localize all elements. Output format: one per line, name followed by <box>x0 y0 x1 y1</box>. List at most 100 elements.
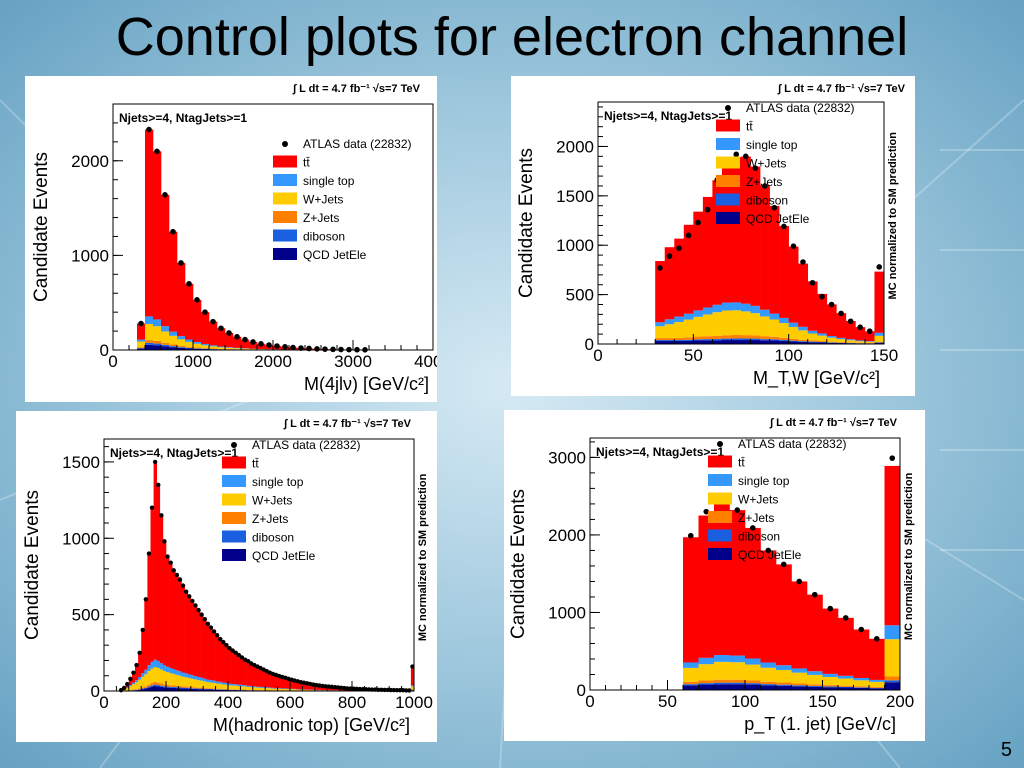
bar-tt- <box>826 304 837 336</box>
chart-panel-mhadtop: 0 200 400 600 800 1000 0 500 1000 1500 Candidate E… <box>16 411 437 742</box>
legend-swatch <box>708 511 732 523</box>
bar-z-jets <box>788 338 799 341</box>
bar-tt- <box>135 665 139 681</box>
bar-single-top <box>159 663 164 670</box>
bar-single-top <box>125 687 130 689</box>
legend-entry: ATLAS data (22832) <box>303 137 412 151</box>
bar-diboson <box>750 338 761 341</box>
bar-qcd-jetele <box>193 348 202 350</box>
bar-w-jets <box>308 689 312 691</box>
bar-tt- <box>225 332 234 348</box>
bar-single-top <box>169 667 173 674</box>
bar-single-top <box>215 681 219 684</box>
data-point <box>357 686 362 692</box>
bar-qcd-jetele <box>184 688 188 691</box>
data-point <box>866 328 873 334</box>
y-axis-label: Candidate Events <box>22 490 43 640</box>
bar-single-top <box>231 683 235 686</box>
data-point <box>889 455 896 461</box>
data-point <box>676 245 682 251</box>
bar-qcd-jetele <box>153 345 162 350</box>
data-point <box>196 607 201 613</box>
chart-m4jlnu: 0 1000 2000 3000 4000 0 1000 2000 Candidate Even… <box>31 83 437 394</box>
x-tick-label: 0 <box>108 352 117 371</box>
data-point <box>210 318 216 325</box>
legend-swatch <box>222 512 246 524</box>
bar-qcd-jetele <box>172 687 176 691</box>
bar-tt- <box>243 659 247 686</box>
bar-diboson <box>721 338 732 341</box>
bar-z-jets <box>760 681 777 685</box>
bar-z-jets <box>798 339 809 342</box>
bar-single-top <box>807 671 823 675</box>
bar-single-top <box>141 673 145 677</box>
data-points <box>687 455 896 642</box>
bar-single-top <box>798 326 809 331</box>
bar-qcd-jetele <box>853 687 870 690</box>
bar-tt- <box>874 271 885 333</box>
bar-single-top <box>280 688 285 690</box>
bar-tt- <box>224 645 229 683</box>
lumi-label: ∫ L dt = 4.7 fb⁻¹ √s=7 TeV <box>777 83 906 95</box>
bar-w-jets <box>698 664 715 681</box>
bar-w-jets <box>185 341 194 347</box>
bar-single-top <box>224 682 229 685</box>
bar-tt- <box>147 553 151 666</box>
bar-single-top <box>243 685 247 687</box>
bar-single-top <box>791 668 808 673</box>
legend-entry: diboson <box>252 531 294 545</box>
bar-qcd-jetele <box>741 340 751 344</box>
bar-z-jets <box>203 687 207 689</box>
page-number: 5 <box>1000 739 1012 761</box>
bar-single-top <box>228 683 232 686</box>
bar-qcd-jetele <box>206 689 210 691</box>
bar-qcd-jetele <box>166 687 170 691</box>
bar-single-top <box>693 310 704 317</box>
bar-single-top <box>884 625 901 640</box>
bar-diboson <box>175 687 179 689</box>
bar-diboson <box>193 688 198 690</box>
bar-tt- <box>175 574 179 671</box>
bar-z-jets <box>150 683 154 686</box>
bar-w-jets <box>807 674 823 685</box>
x-axis-label: p_T (1. jet) [GeV/c] <box>744 714 896 735</box>
bar-single-top <box>741 303 751 312</box>
legend-entry: W+Jets <box>746 157 786 171</box>
bar-qcd-jetele <box>178 688 182 691</box>
data-points <box>118 459 415 693</box>
bar-diboson <box>190 688 195 689</box>
bar-z-jets <box>826 341 837 343</box>
bar-z-jets <box>655 338 666 341</box>
legend-entry: diboson <box>746 194 788 208</box>
data-point <box>847 318 854 325</box>
stacked-histogram <box>119 461 415 691</box>
bar-single-top <box>187 674 192 679</box>
legend-entry: single top <box>303 174 355 188</box>
plot-frame <box>103 438 415 692</box>
selection-label: Njets>=4, NtagJets>=1 <box>604 109 732 123</box>
legend-marker-data <box>282 141 288 147</box>
data-point <box>177 577 183 582</box>
bar-z-jets <box>712 335 723 340</box>
bar-diboson <box>683 339 694 342</box>
y-tick-label: 1000 <box>556 236 594 255</box>
bar-tt- <box>240 657 244 685</box>
bar-single-top <box>218 681 223 684</box>
data-point <box>138 320 144 327</box>
bar-z-jets <box>674 337 685 341</box>
bar-diboson <box>731 338 742 341</box>
bar-w-jets <box>201 345 210 349</box>
bar-qcd-jetele <box>788 341 799 344</box>
legend-entry: single top <box>738 474 790 488</box>
bar-qcd-jetele <box>147 687 151 691</box>
data-point <box>221 639 226 645</box>
y-tick-label: 0 <box>91 682 100 701</box>
side-label: MC normalized to SM prediction <box>887 132 899 300</box>
bar-z-jets <box>185 346 194 348</box>
bar-qcd-jetele <box>177 347 186 350</box>
lumi-label: ∫ L dt = 4.7 fb⁻¹ √s=7 TeV <box>292 83 421 95</box>
bar-qcd-jetele <box>826 342 837 344</box>
bar-tt- <box>750 166 761 306</box>
legend-entry: W+Jets <box>303 193 343 207</box>
legend-swatch <box>273 248 297 260</box>
